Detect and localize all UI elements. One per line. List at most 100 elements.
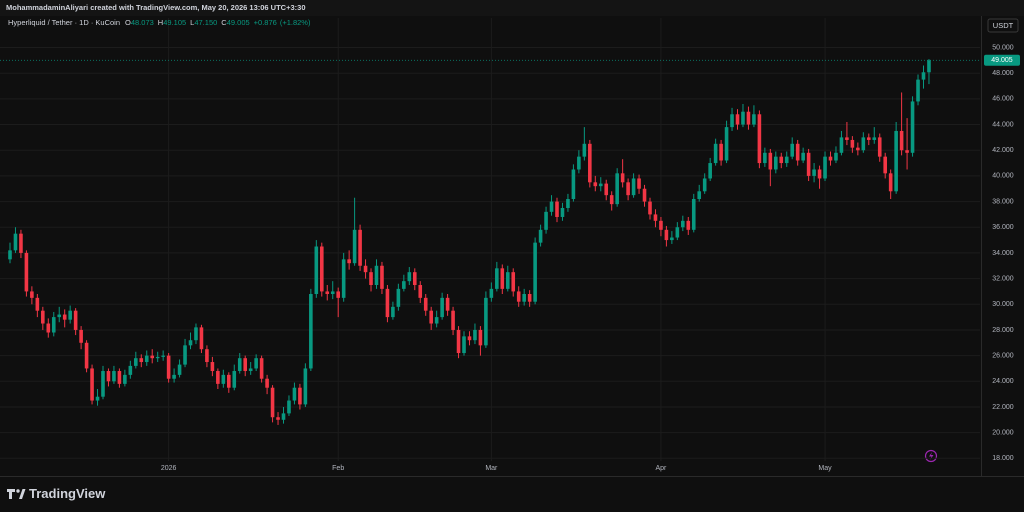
candle-body	[30, 291, 34, 298]
candles	[8, 59, 931, 425]
candle-body	[790, 143, 795, 157]
y-tick-label: 38.000	[992, 198, 1014, 205]
candle-body	[423, 297, 428, 311]
x-tick-label: 2026	[161, 465, 177, 472]
candle-body	[309, 293, 313, 369]
candle-body	[801, 152, 805, 161]
candle-body	[538, 229, 543, 243]
candle-body	[84, 342, 89, 369]
candle-body	[325, 291, 330, 294]
candle-body	[330, 291, 335, 294]
candle-body	[205, 349, 209, 363]
candle-body	[232, 371, 237, 388]
candle-body	[134, 358, 138, 366]
candle-body	[347, 259, 351, 264]
candle-body	[216, 371, 220, 384]
icon-ring[interactable]	[924, 449, 938, 463]
candle-body	[243, 358, 248, 372]
candle-body	[57, 314, 62, 318]
candle-body	[248, 368, 253, 372]
legend-value: 49.105	[163, 18, 186, 27]
candle-body	[8, 250, 12, 260]
logo-dot	[16, 489, 20, 493]
candle-body	[292, 387, 297, 401]
candle-body	[62, 314, 67, 320]
candle-body	[604, 183, 609, 196]
y-tick-label: 48.000	[992, 70, 1014, 77]
candle-body	[500, 268, 505, 289]
y-tick-label: 30.000	[992, 301, 1014, 308]
candle-body	[894, 130, 898, 192]
y-tick-label: 50.000	[992, 44, 1014, 51]
candle-body	[883, 156, 887, 174]
candle-body	[888, 173, 893, 192]
y-tick-label: 32.000	[992, 275, 1014, 282]
candle-body	[702, 178, 707, 192]
candle-body	[697, 191, 702, 200]
candle-body	[620, 173, 625, 183]
y-tick-label: 28.000	[992, 327, 1014, 334]
candle-body	[615, 173, 619, 205]
candle-body	[41, 310, 45, 324]
legend-key: C	[221, 18, 227, 27]
candle-body	[522, 293, 526, 302]
candle-body	[631, 178, 636, 196]
candle-body	[440, 297, 444, 318]
credit-bar	[0, 0, 1024, 16]
y-tick-label: 34.000	[992, 250, 1014, 257]
icon-bolt[interactable]	[929, 452, 934, 460]
candle-body	[188, 340, 193, 346]
candle-body	[363, 265, 368, 273]
last-price-label: 49.005	[991, 57, 1013, 64]
legend-value: 47.150	[194, 18, 217, 27]
candle-body	[128, 365, 133, 375]
candle-body	[817, 169, 822, 179]
candle-body	[719, 143, 723, 161]
candle-body	[402, 281, 406, 289]
candle-body	[593, 182, 598, 187]
candle-body	[653, 214, 658, 221]
logo-mark	[7, 489, 15, 499]
legend-key: L	[190, 18, 194, 27]
legend-change: +0.876	[254, 18, 277, 27]
candle-body	[374, 265, 379, 286]
candle-body	[648, 201, 652, 215]
candle-body	[845, 137, 849, 140]
currency[interactable]: USDT	[993, 21, 1014, 30]
candle-body	[24, 252, 29, 292]
candle-body	[560, 207, 565, 217]
candle-body	[412, 272, 417, 286]
grid	[0, 18, 980, 461]
candle-body	[571, 169, 576, 200]
y-tick-label: 44.000	[992, 121, 1014, 128]
candle-body	[582, 143, 587, 157]
candle-body	[659, 220, 663, 230]
y-tick-label: 24.000	[992, 378, 1014, 385]
currency-box[interactable]	[987, 18, 1019, 33]
candle-body	[429, 310, 433, 324]
candle-body	[407, 272, 412, 282]
legend-key: O	[125, 18, 131, 27]
candle-body	[73, 310, 78, 330]
candle-body	[155, 356, 160, 359]
candle-body	[451, 310, 455, 330]
lightning-icon[interactable]	[924, 449, 938, 463]
y-tick-label: 26.000	[992, 352, 1014, 359]
candle-body	[588, 143, 592, 183]
y-tick-label: 18.000	[992, 455, 1014, 462]
candle-body	[905, 150, 909, 153]
candle-body	[505, 272, 510, 289]
candle-body	[369, 272, 373, 286]
candle-body	[708, 163, 712, 179]
candle-body	[724, 127, 729, 161]
candle-body	[117, 371, 122, 384]
candle-body	[166, 355, 171, 379]
y-tick-label: 46.000	[992, 96, 1014, 103]
candle-body	[259, 358, 264, 379]
candle-body	[730, 114, 734, 128]
candle-body	[609, 195, 614, 205]
candle-body	[303, 368, 308, 405]
symbol-title: Hyperliquid / Tether · 1D · KuCoin	[8, 18, 120, 27]
legend: Hyperliquid / Tether · 1D · KuCoin O48.07…	[8, 18, 311, 27]
candle-body	[341, 259, 346, 298]
